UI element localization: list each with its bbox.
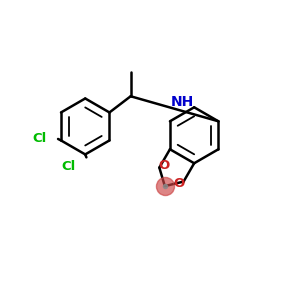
Text: Cl: Cl bbox=[32, 132, 46, 145]
Text: O: O bbox=[159, 159, 170, 172]
Text: O: O bbox=[173, 177, 184, 190]
Text: Cl: Cl bbox=[61, 160, 76, 173]
Text: NH: NH bbox=[170, 95, 194, 109]
